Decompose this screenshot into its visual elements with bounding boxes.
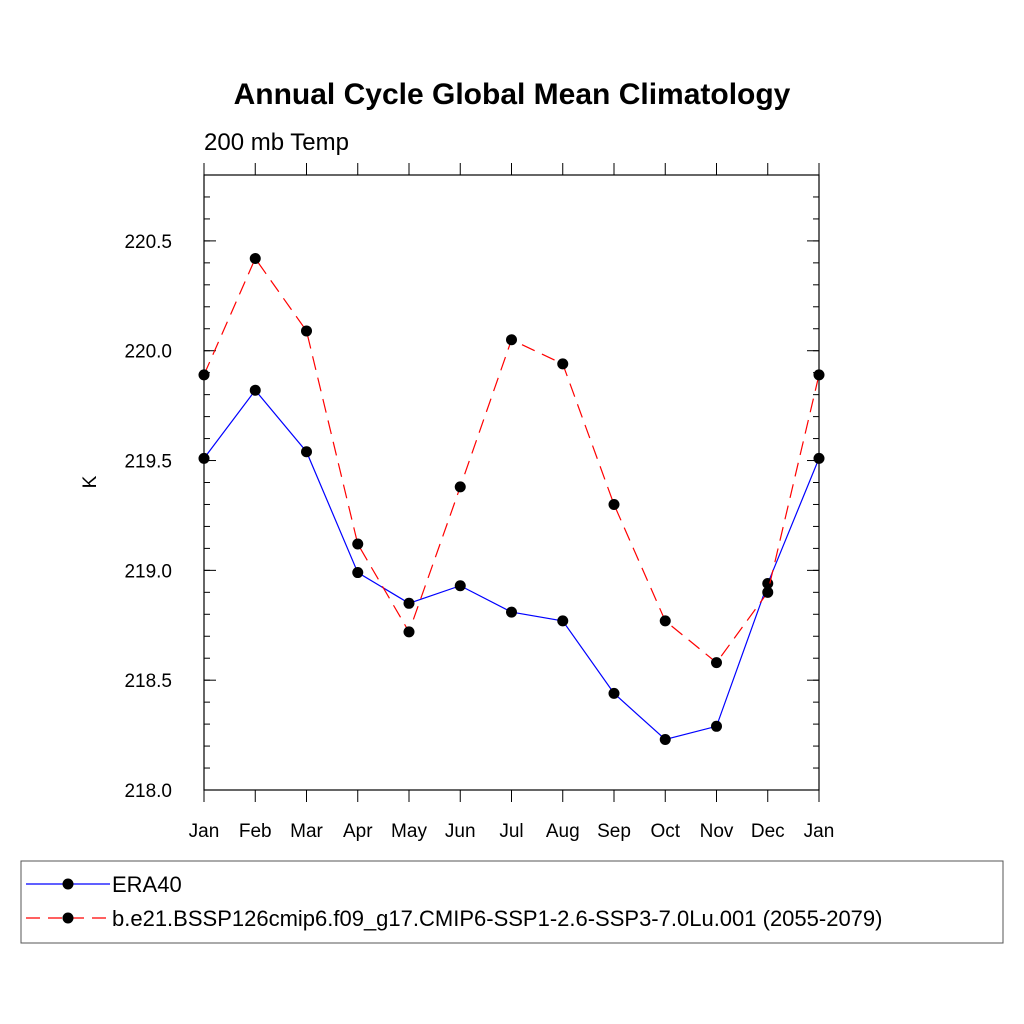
x-tick-label: Jun	[445, 821, 476, 842]
x-tick-label: Apr	[343, 821, 373, 842]
data-point	[506, 334, 517, 346]
data-point	[249, 252, 261, 264]
data-point	[454, 481, 466, 493]
data-point	[198, 452, 210, 464]
x-tick-label: Oct	[650, 821, 680, 842]
x-tick-label: Jul	[499, 821, 523, 842]
data-point	[352, 567, 364, 579]
series-line-1	[203, 257, 820, 664]
data-point	[659, 615, 671, 627]
legend-label-0: ERA40	[112, 872, 182, 897]
legend-marker-0	[62, 878, 74, 890]
data-point	[403, 626, 415, 638]
y-tick-label: 220.5	[124, 232, 172, 253]
y-tick-label: 219.5	[124, 452, 172, 473]
x-tick-label: Jan	[804, 821, 835, 842]
data-point	[403, 597, 415, 609]
legend-marker-1	[62, 912, 74, 924]
y-tick-label: 218.0	[124, 781, 172, 802]
x-tick-label: Nov	[700, 821, 734, 842]
x-tick-label: Dec	[751, 821, 785, 842]
x-tick-label: Mar	[290, 821, 323, 842]
data-point	[198, 369, 210, 381]
data-point	[301, 446, 312, 458]
x-tick-label: Sep	[597, 821, 631, 842]
y-axis-label: K	[80, 475, 101, 488]
chart-subtitle: 200 mb Temp	[204, 129, 349, 156]
plot-frame	[203, 174, 820, 791]
data-point	[608, 498, 620, 510]
series-layer	[198, 252, 825, 745]
data-point	[352, 538, 364, 550]
data-point	[711, 657, 722, 669]
y-tick-label: 219.0	[124, 561, 172, 582]
data-point	[506, 606, 517, 618]
x-tick-label: Jan	[189, 821, 220, 842]
legend-label-1: b.e21.BSSP126cmip6.f09_g17.CMIP6-SSP1-2.…	[112, 906, 882, 931]
series-line-0	[203, 389, 820, 741]
data-point	[711, 720, 722, 732]
data-point	[454, 580, 466, 592]
data-point	[659, 733, 671, 745]
x-tick-label: Aug	[546, 821, 580, 842]
y-tick-label: 218.5	[124, 671, 172, 692]
data-point	[557, 615, 569, 627]
chart-title: Annual Cycle Global Mean Climatology	[234, 78, 791, 111]
legend-box	[20, 860, 1004, 944]
x-tick-label: May	[391, 821, 427, 842]
y-tick-label: 220.0	[124, 342, 172, 363]
data-point	[249, 384, 261, 396]
legend: ERA40 b.e21.BSSP126cmip6.f09_g17.CMIP6-SS…	[20, 860, 1004, 944]
data-point	[762, 586, 774, 598]
x-tick-label: Feb	[239, 821, 272, 842]
axis-ticks	[203, 163, 820, 802]
y-tick-labels: 218.0 218.5 219.0 219.5 220.0 220.5	[124, 232, 172, 802]
data-point	[813, 452, 825, 464]
data-point	[608, 687, 620, 699]
data-point	[557, 358, 569, 370]
data-point	[813, 369, 825, 381]
data-point	[301, 325, 312, 337]
x-tick-labels: Jan Feb Mar Apr May Jun Jul Aug Sep Oct Nov Dec Jan	[189, 821, 835, 842]
